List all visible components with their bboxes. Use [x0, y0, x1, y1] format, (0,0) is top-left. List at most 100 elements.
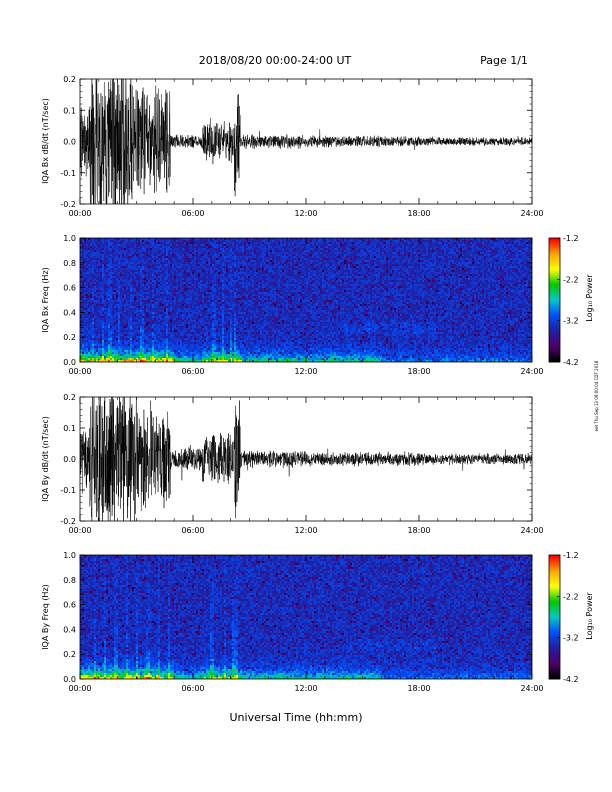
spectrogram-cell — [82, 302, 84, 304]
spectrogram-cell — [156, 266, 158, 268]
spectrogram-cell — [226, 250, 228, 252]
spectrogram-cell — [118, 266, 120, 268]
spectrogram-cell — [114, 286, 116, 288]
spectrogram-cell — [194, 306, 196, 308]
spectrogram-cell — [86, 242, 88, 244]
spectrogram-cell — [144, 304, 146, 306]
spectrogram-cell — [198, 352, 200, 354]
spectrogram-cell — [174, 358, 176, 360]
spectrogram-cell — [174, 296, 176, 298]
spectrogram-cell — [224, 274, 226, 276]
spectrogram-cell — [80, 268, 82, 270]
spectrogram-cell — [164, 244, 166, 246]
spectrogram-cell — [172, 338, 174, 340]
spectrogram-cell — [118, 240, 120, 242]
spectrogram-cell — [180, 294, 182, 296]
spectrogram-cell — [96, 254, 98, 256]
spectrogram-cell — [120, 242, 122, 244]
spectrogram-cell — [172, 306, 174, 308]
spectrogram-cell — [212, 286, 214, 288]
spectrogram-cell — [104, 360, 106, 362]
spectrogram-cell — [196, 248, 198, 250]
spectrogram-cell — [192, 276, 194, 278]
spectrogram-cell — [114, 262, 116, 264]
spectrogram-cell — [126, 260, 128, 262]
spectrogram-cell — [190, 324, 192, 326]
spectrogram-cell — [208, 284, 210, 286]
spectrogram-cell — [98, 348, 100, 350]
spectrogram-cell — [94, 320, 96, 322]
spectrogram-cell — [172, 246, 174, 248]
spectrogram-cell — [216, 302, 218, 304]
spectrogram-cell — [118, 338, 120, 340]
spectrogram-cell — [92, 328, 94, 330]
spectrogram-cell — [140, 284, 142, 286]
spectrogram-cell — [226, 260, 228, 262]
spectrogram-cell — [224, 270, 226, 272]
spectrogram-cell — [88, 278, 90, 280]
spectrogram-cell — [214, 340, 216, 342]
spectrogram-cell — [142, 300, 144, 302]
spectrogram-cell — [230, 242, 232, 244]
spectrogram-cell — [180, 274, 182, 276]
spectrogram-cell — [164, 340, 166, 342]
spectrogram-cell — [170, 316, 172, 318]
spectrogram-cell — [104, 250, 106, 252]
spectrogram-cell — [176, 252, 178, 254]
spectrogram-cell — [154, 322, 156, 324]
spectrogram-cell — [212, 278, 214, 280]
spectrogram-cell — [102, 240, 104, 242]
spectrogram-cell — [142, 266, 144, 268]
spectrogram-cell — [92, 360, 94, 362]
spectrogram-cell — [138, 256, 140, 258]
spectrogram-cell — [100, 292, 102, 294]
spectrogram-cell — [98, 256, 100, 258]
spectrogram-cell — [150, 352, 152, 354]
spectrogram-cell — [202, 316, 204, 318]
spectrogram-cell — [96, 310, 98, 312]
spectrogram-cell — [142, 242, 144, 244]
spectrogram-cell — [194, 308, 196, 310]
spectrogram-cell — [194, 274, 196, 276]
spectrogram-cell — [112, 300, 114, 302]
spectrogram-cell — [120, 246, 122, 248]
spectrogram-cell — [210, 352, 212, 354]
spectrogram-cell — [180, 310, 182, 312]
spectrogram-cell — [118, 324, 120, 326]
spectrogram-cell — [180, 238, 182, 240]
spectrogram-cell — [130, 238, 132, 240]
spectrogram-cell — [86, 360, 88, 362]
spectrogram-cell — [92, 278, 94, 280]
spectrogram-cell — [226, 288, 228, 290]
spectrogram-cell — [146, 322, 148, 324]
spectrogram-cell — [144, 334, 146, 336]
spectrogram-cell — [160, 346, 162, 348]
spectrogram-cell — [132, 348, 134, 350]
spectrogram-cell — [116, 322, 118, 324]
spectrogram-cell — [88, 260, 90, 262]
spectrogram-cell — [92, 272, 94, 274]
spectrogram-cell — [172, 340, 174, 342]
spectrogram-cell — [148, 266, 150, 268]
spectrogram-cell — [200, 240, 202, 242]
spectrogram-cell — [202, 288, 204, 290]
spectrogram-cell — [162, 326, 164, 328]
spectrogram-cell — [116, 288, 118, 290]
spectrogram-cell — [200, 324, 202, 326]
spectrogram-cell — [84, 346, 86, 348]
spectrogram-cell — [192, 308, 194, 310]
spectrogram-cell — [202, 260, 204, 262]
spectrogram-cell — [220, 268, 222, 270]
spectrogram-cell — [90, 348, 92, 350]
spectrogram-cell — [216, 284, 218, 286]
spectrogram-cell — [220, 328, 222, 330]
spectrogram-cell — [158, 252, 160, 254]
spectrogram-cell — [130, 256, 132, 258]
spectrogram-cell — [92, 260, 94, 262]
spectrogram-cell — [102, 330, 104, 332]
spectrogram-cell — [176, 248, 178, 250]
spectrogram-cell — [228, 242, 230, 244]
spectrogram-cell — [102, 290, 104, 292]
spectrogram-cell — [162, 242, 164, 244]
spectrogram-cell — [206, 268, 208, 270]
